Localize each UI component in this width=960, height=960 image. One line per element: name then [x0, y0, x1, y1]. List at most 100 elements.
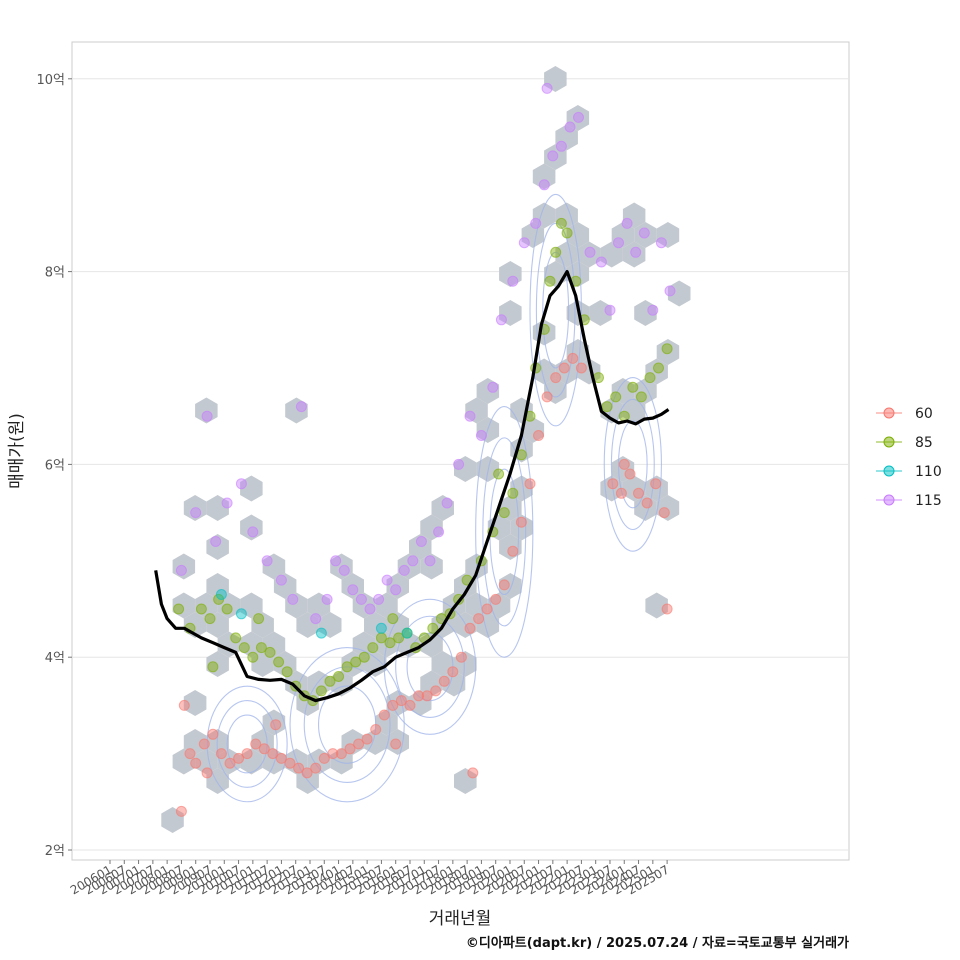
data-point-110 — [235, 608, 247, 620]
hexbin-cell — [273, 573, 297, 599]
hexbin-cell — [544, 66, 567, 92]
data-point-115 — [321, 593, 333, 605]
data-point-85 — [393, 632, 405, 644]
data-point-60 — [473, 613, 485, 625]
hexbin-cell — [352, 592, 376, 619]
data-point-60 — [215, 748, 227, 760]
data-point-60 — [481, 603, 493, 615]
hexbin-cell — [454, 768, 477, 794]
data-point-85 — [601, 401, 613, 413]
trend-line-layer — [154, 270, 670, 703]
data-point-60 — [413, 690, 425, 702]
data-point-60 — [387, 699, 399, 711]
hexbin-cell — [307, 592, 331, 619]
data-point-60 — [464, 622, 476, 634]
data-point-115 — [390, 584, 402, 596]
data-point-85 — [627, 381, 639, 393]
density-contours — [206, 193, 662, 803]
hexbin-cell — [240, 748, 263, 775]
data-point-115 — [604, 304, 616, 316]
data-point-115 — [564, 121, 576, 133]
data-point-60 — [558, 362, 570, 374]
data-point-60 — [233, 752, 245, 764]
hexbin-cell — [251, 612, 274, 638]
legend: 60 85 110 115 — [876, 406, 942, 509]
hexbin-cell — [532, 358, 556, 385]
data-point-60 — [293, 762, 305, 774]
data-point-85 — [544, 275, 556, 287]
data-point-115 — [475, 430, 487, 441]
data-point-85 — [207, 661, 219, 673]
y-axis-title: 매매가(원) — [7, 413, 27, 489]
hexbin-cell — [172, 748, 196, 775]
data-point-85 — [610, 391, 622, 403]
hexbin-cell — [442, 670, 466, 697]
data-point-60 — [661, 603, 673, 615]
data-point-115 — [495, 314, 507, 326]
density-contour — [395, 615, 465, 718]
hexbin-cell — [454, 456, 477, 482]
hexbin-cell — [240, 631, 263, 658]
data-point-115 — [584, 246, 596, 258]
hexbin-cell — [566, 105, 590, 131]
density-contour — [535, 222, 576, 398]
density-contour — [475, 406, 534, 658]
density-contour — [529, 193, 582, 427]
data-point-115 — [247, 526, 259, 538]
data-point-60 — [541, 391, 553, 403]
data-point-85 — [555, 217, 567, 229]
hexbin-cell — [409, 690, 432, 716]
legend-label: 115 — [915, 493, 942, 509]
data-point-115 — [507, 275, 519, 287]
hexbin-cell — [645, 592, 668, 619]
data-point-60 — [533, 430, 544, 441]
hexbin-cell — [622, 241, 646, 268]
data-point-115 — [235, 478, 247, 490]
data-point-115 — [595, 256, 607, 268]
data-point-85 — [550, 246, 562, 258]
hexbin-cell — [532, 202, 556, 229]
data-point-60 — [284, 757, 296, 769]
hexbin-cell — [330, 748, 353, 775]
hexbin-cell — [532, 163, 556, 190]
data-point-60 — [607, 478, 619, 490]
data-point-115 — [541, 82, 553, 94]
data-point-85 — [367, 642, 379, 654]
density-contour — [603, 377, 662, 552]
data-point-60 — [198, 738, 210, 750]
data-point-115 — [275, 574, 287, 586]
data-point-115 — [407, 555, 419, 567]
hexbin-cell — [285, 397, 308, 424]
data-point-60 — [650, 478, 662, 490]
data-point-60 — [498, 579, 510, 591]
data-point-85 — [635, 391, 647, 403]
data-point-85 — [255, 642, 267, 654]
hexbin-cell — [544, 144, 567, 170]
data-point-115 — [630, 246, 642, 258]
data-point-60 — [258, 743, 270, 755]
data-point-85 — [350, 656, 362, 668]
legend-label: 110 — [915, 464, 942, 480]
data-point-85 — [498, 507, 510, 519]
data-point-115 — [453, 458, 465, 470]
hexbin-cell — [206, 651, 229, 677]
data-point-85 — [238, 642, 250, 654]
data-point-60 — [447, 666, 459, 678]
data-point-60 — [224, 757, 236, 769]
data-point-60 — [370, 724, 382, 735]
hexbin-cell — [634, 222, 657, 248]
data-point-60 — [310, 762, 322, 774]
hexbin-cell — [420, 514, 443, 541]
hexbin-cell — [262, 631, 286, 658]
hexbin-cell — [476, 612, 500, 638]
data-point-60 — [275, 752, 287, 764]
data-point-115 — [347, 584, 359, 596]
data-point-110 — [215, 589, 227, 600]
hexbin-cell — [521, 417, 545, 443]
data-point-60 — [184, 748, 196, 760]
data-point-60 — [438, 675, 450, 687]
data-point-115 — [398, 564, 410, 576]
data-point-60 — [515, 516, 527, 528]
data-point-115 — [638, 227, 650, 239]
